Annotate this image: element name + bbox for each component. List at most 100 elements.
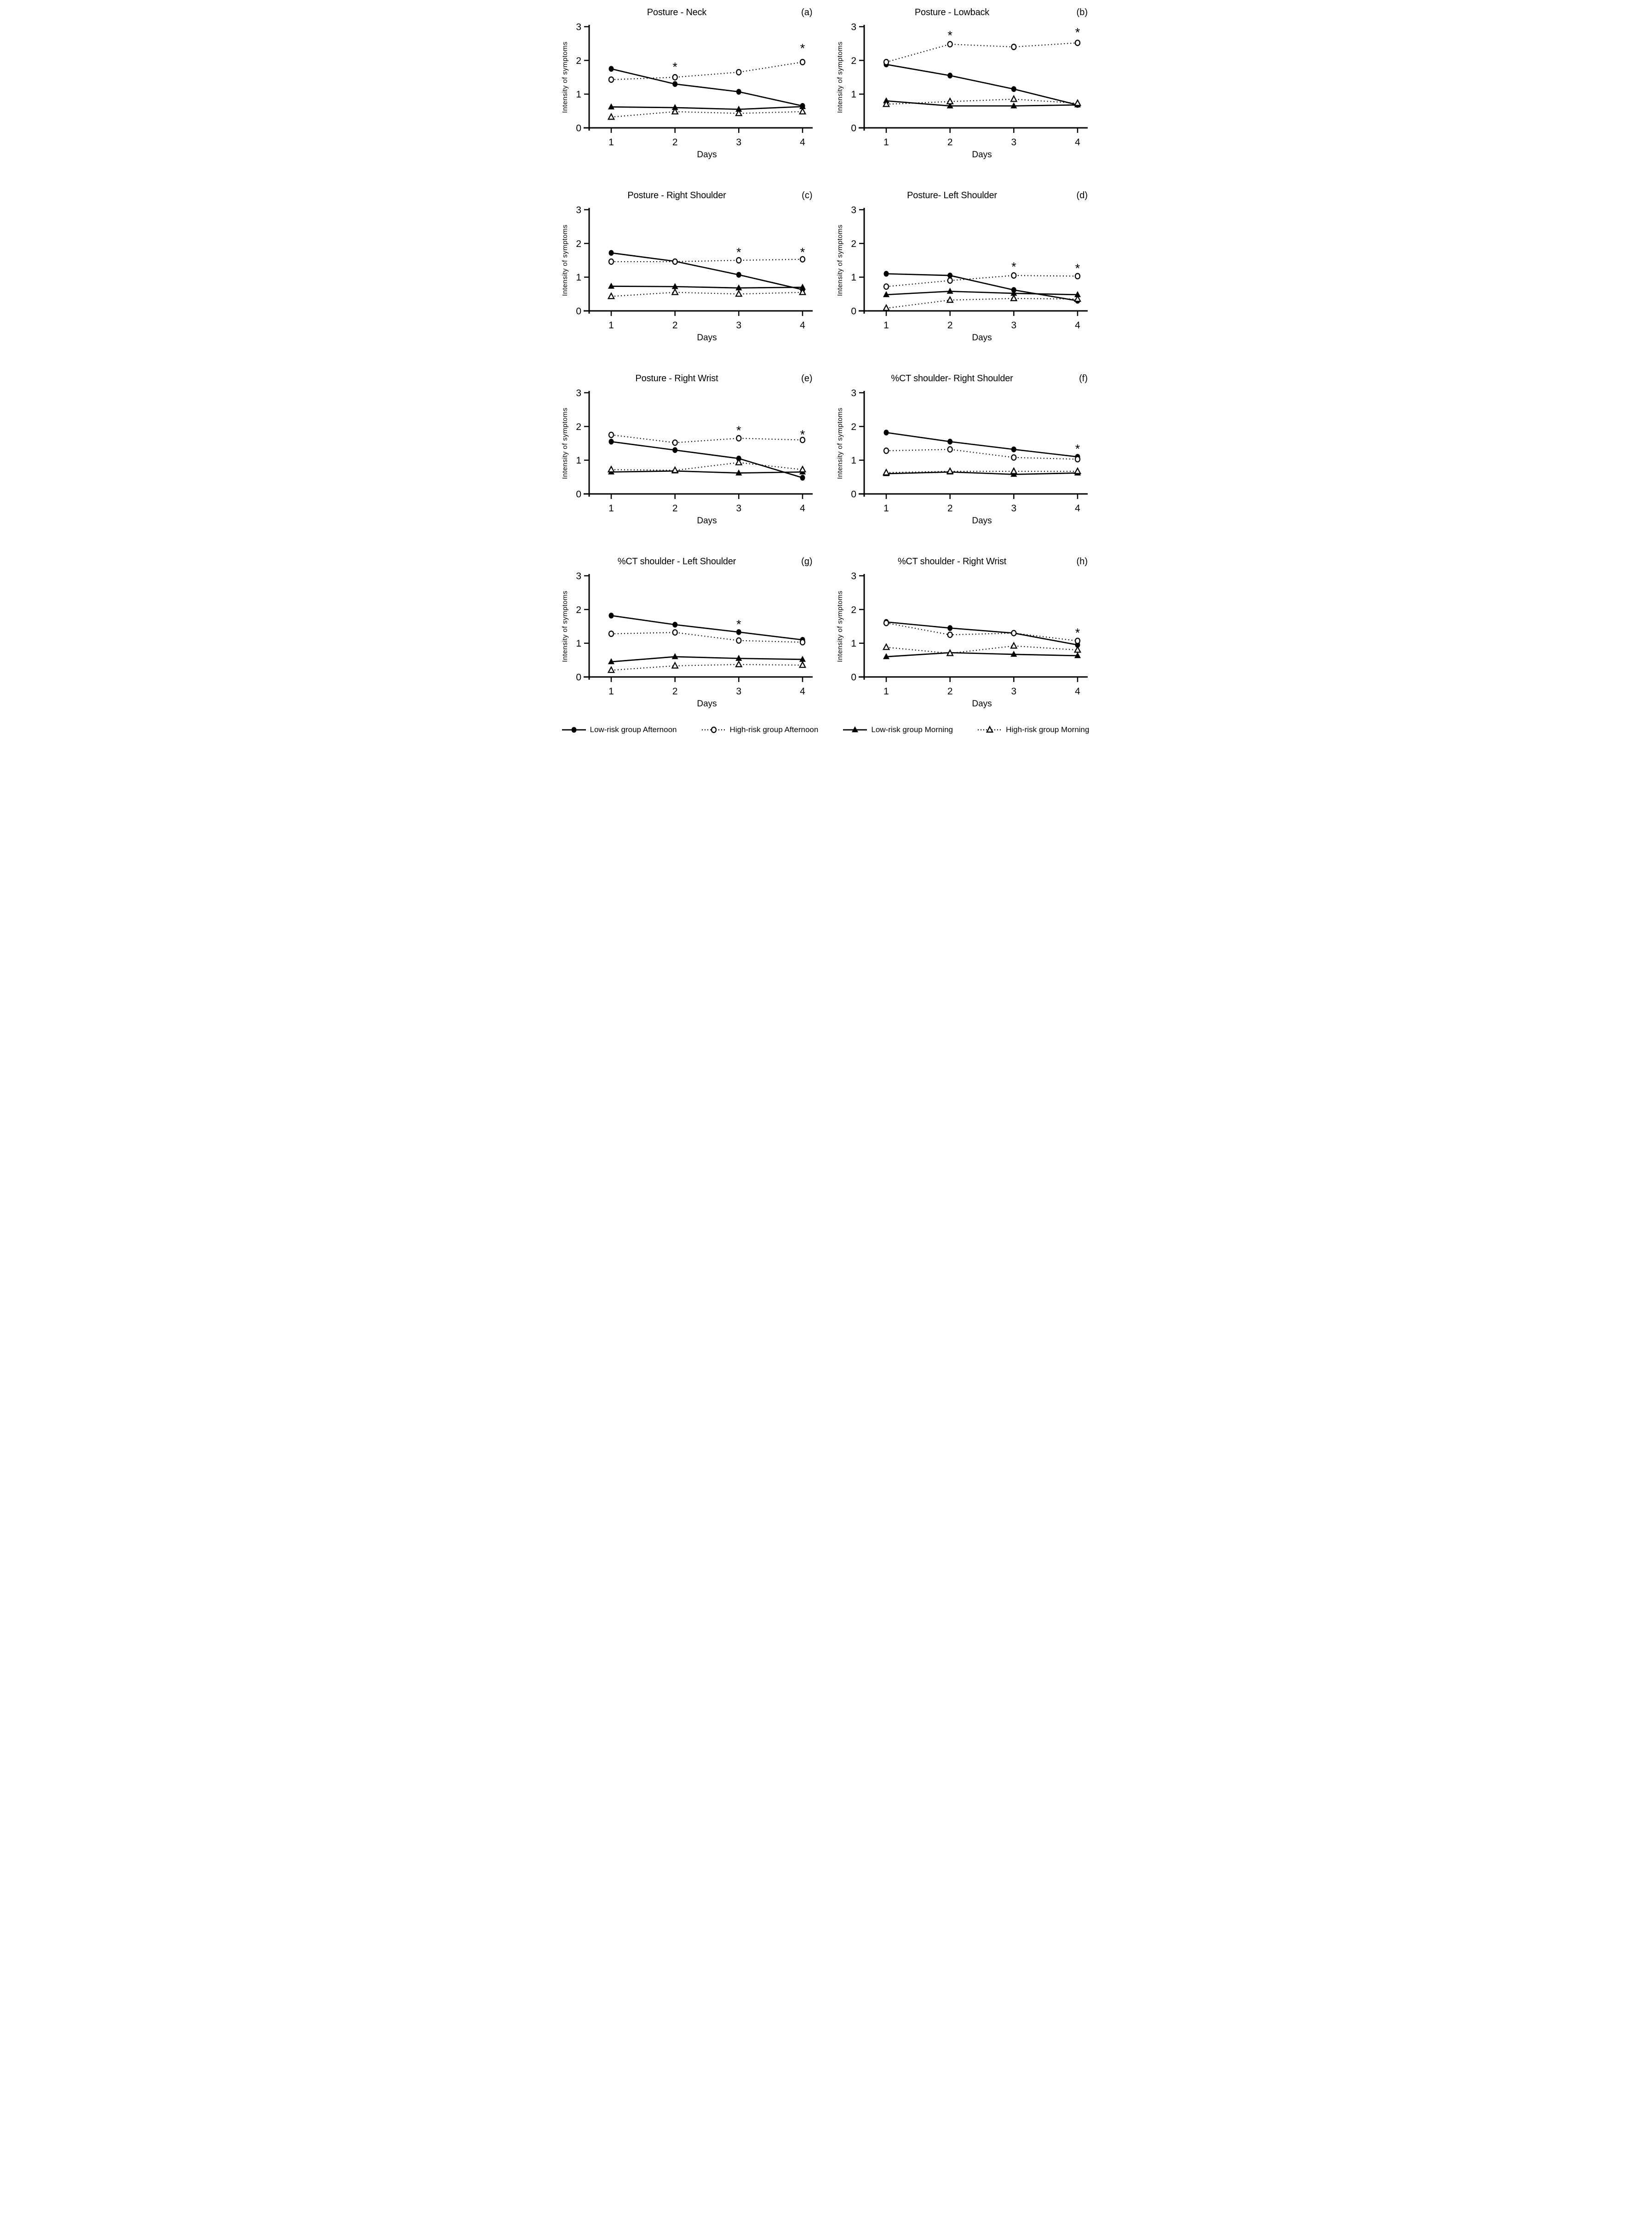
open-triangle-marker xyxy=(734,458,742,465)
panels-grid: Posture - Neck (a) 0 1 2 3 1 2 3 4 Days Intensity… xyxy=(551,6,1101,709)
legend-label-low-risk-afternoon: Low-risk group Afternoon xyxy=(590,725,677,734)
significance-asterisk: * xyxy=(1075,26,1080,40)
open-triangle-marker xyxy=(671,661,679,669)
open-circle-marker xyxy=(608,631,614,637)
panel-e-letter: (e) xyxy=(801,373,813,384)
legend-label-high-risk-morning: High-risk group Morning xyxy=(1006,725,1090,734)
filled-circle-marker xyxy=(1011,86,1016,92)
series-line xyxy=(611,258,803,263)
open-circle-marker xyxy=(735,637,741,644)
open-triangle-marker xyxy=(1010,467,1018,474)
y-tick-label: 3 xyxy=(576,22,581,33)
open-circle-marker xyxy=(608,431,614,438)
panel-e-header: Posture - Right Wrist (e) xyxy=(560,373,817,387)
open-triangle-marker xyxy=(734,109,742,116)
open-circle-marker xyxy=(947,446,953,453)
open-triangle-marker xyxy=(607,666,615,673)
open-triangle-marker xyxy=(798,661,806,668)
filled-circle-marker xyxy=(672,622,677,628)
open-circle-marker xyxy=(1074,456,1081,463)
open-triangle-marker xyxy=(607,292,615,299)
filled-circle-marker xyxy=(736,89,741,95)
panel-c: Posture - Right Shoulder (c) 0 1 2 3 1 2 3 4 Day… xyxy=(551,189,826,343)
filled-triangle-solid-line-icon xyxy=(843,726,867,733)
series-line xyxy=(886,621,1078,646)
y-tick-label: 3 xyxy=(576,571,581,582)
filled-circle-marker xyxy=(800,475,805,481)
panel-a-title: Posture - Neck xyxy=(647,7,707,17)
y-tick-label: 2 xyxy=(851,239,856,249)
y-tick-label: 3 xyxy=(576,388,581,399)
significance-asterisk: * xyxy=(800,245,805,259)
y-tick-label: 1 xyxy=(851,455,856,466)
filled-triangle-marker xyxy=(1074,652,1081,659)
series-line xyxy=(611,656,803,663)
y-tick-label: 0 xyxy=(576,489,581,500)
open-circle-marker xyxy=(883,283,889,290)
figure: Posture - Neck (a) 0 1 2 3 1 2 3 4 Days Intensity… xyxy=(551,0,1101,744)
filled-triangle-marker xyxy=(852,726,859,733)
series-line xyxy=(886,291,1078,296)
x-axis-title: Days xyxy=(697,516,717,526)
open-triangle-marker xyxy=(734,660,742,667)
x-tick-label: 3 xyxy=(736,686,741,697)
open-triangle-marker xyxy=(1073,295,1082,302)
open-triangle-marker xyxy=(607,465,615,473)
x-axis-title: Days xyxy=(697,150,717,160)
x-tick-label: 4 xyxy=(800,320,805,331)
panel-b-title: Posture - Lowback xyxy=(914,7,990,17)
y-axis-title: Intensity of symptoms xyxy=(836,224,844,296)
x-tick-label: 3 xyxy=(1011,503,1016,514)
open-circle-marker xyxy=(799,639,805,646)
chart-e: 0 1 2 3 1 2 3 4 Days Intensity of symptoms * * xyxy=(561,388,813,526)
panel-h-title: %CT shoulder - Right Wrist xyxy=(897,556,1007,567)
open-circle-dotted-line-icon xyxy=(701,727,726,733)
y-tick-label: 3 xyxy=(851,571,856,582)
x-tick-label: 2 xyxy=(672,320,677,331)
legend-item-low-risk-morning: Low-risk group Morning xyxy=(842,725,953,735)
significance-asterisk: * xyxy=(1075,626,1080,640)
open-circle-marker xyxy=(1011,44,1017,50)
x-tick-label: 2 xyxy=(672,686,677,697)
filled-circle-solid-line-icon xyxy=(562,727,586,733)
significance-asterisk: * xyxy=(736,424,741,437)
y-axis-title: Intensity of symptoms xyxy=(561,41,569,113)
chart-d: 0 1 2 3 1 2 3 4 Days Intensity of symptoms * * xyxy=(836,205,1088,343)
x-tick-label: 2 xyxy=(947,320,953,331)
panel-e: Posture - Right Wrist (e) 0 1 2 3 1 2 3 4 Days In… xyxy=(551,373,826,526)
panel-g-title: %CT shoulder - Left Shoulder xyxy=(617,556,736,567)
open-circle-marker xyxy=(735,69,741,75)
panel-g-letter: (g) xyxy=(801,556,813,567)
y-tick-label: 0 xyxy=(851,672,856,683)
filled-triangle-marker xyxy=(608,282,614,289)
open-circle-marker xyxy=(672,258,678,265)
open-circle-marker xyxy=(799,256,805,263)
series-line xyxy=(611,286,803,289)
chart-c: 0 1 2 3 1 2 3 4 Days Intensity of symptoms * * xyxy=(561,205,813,343)
open-triangle-marker xyxy=(671,107,679,115)
open-triangle-marker xyxy=(882,468,890,476)
filled-circle-marker xyxy=(672,81,677,87)
filled-circle-marker xyxy=(883,430,889,436)
series-line xyxy=(611,434,803,443)
filled-circle-marker xyxy=(947,625,953,631)
filled-triangle-marker xyxy=(735,469,742,476)
x-tick-label: 1 xyxy=(608,320,614,331)
open-triangle-marker xyxy=(671,288,679,295)
open-triangle-marker xyxy=(882,304,890,311)
panel-e-title: Posture - Right Wrist xyxy=(635,373,718,384)
panel-a: Posture - Neck (a) 0 1 2 3 1 2 3 4 Days Intensity… xyxy=(551,6,826,160)
open-circle-marker xyxy=(672,439,678,446)
y-tick-label: 3 xyxy=(576,205,581,216)
y-tick-label: 2 xyxy=(851,422,856,432)
filled-triangle-marker xyxy=(671,653,678,659)
open-circle-marker xyxy=(672,74,678,80)
filled-circle-marker xyxy=(736,272,741,278)
panel-f-letter: (f) xyxy=(1079,373,1088,384)
open-circle-marker xyxy=(608,258,614,265)
panel-f: %CT shoulder- Right Shoulder (f) 0 1 2 3 1 2 3… xyxy=(826,373,1101,526)
open-triangle-marker xyxy=(946,649,954,656)
open-triangle-marker xyxy=(1010,642,1018,649)
filled-triangle-marker xyxy=(1010,651,1017,657)
filled-circle-marker xyxy=(736,629,741,635)
